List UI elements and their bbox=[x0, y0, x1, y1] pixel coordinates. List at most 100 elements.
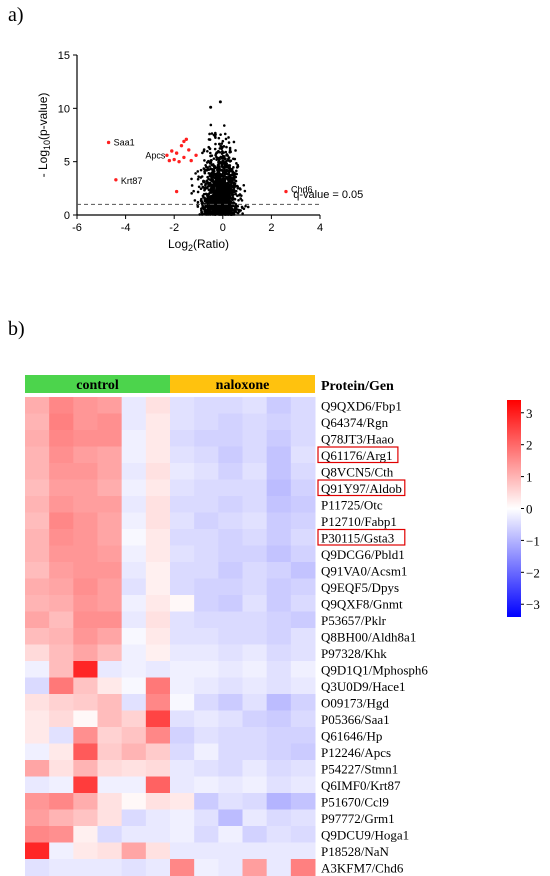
data-point bbox=[216, 164, 220, 168]
heatmap-cell bbox=[194, 562, 219, 579]
group-bar-control bbox=[25, 375, 170, 393]
heatmap-cell bbox=[218, 809, 243, 827]
colorbar-tick-label: 3 bbox=[526, 406, 533, 421]
heatmap-cell bbox=[121, 562, 147, 579]
heatmap-cell bbox=[97, 727, 123, 744]
data-point bbox=[190, 184, 194, 187]
heatmap-cell bbox=[290, 677, 316, 695]
data-point bbox=[215, 151, 219, 154]
data-point bbox=[225, 190, 229, 194]
data-point bbox=[228, 195, 231, 198]
heatmap-cell bbox=[73, 413, 98, 431]
heatmap-cell bbox=[194, 859, 219, 876]
heatmap-cell bbox=[49, 479, 74, 497]
significant-point bbox=[114, 178, 118, 182]
data-point bbox=[209, 151, 212, 155]
heatmap-cell bbox=[170, 578, 195, 596]
heatmap-cell bbox=[49, 727, 74, 744]
data-point bbox=[222, 145, 226, 148]
data-point bbox=[240, 199, 244, 202]
data-point bbox=[218, 166, 221, 170]
data-point bbox=[222, 159, 225, 163]
heatmap-cell bbox=[121, 760, 147, 777]
heatmap-cell bbox=[170, 842, 195, 860]
heatmap-cell bbox=[266, 628, 292, 645]
heatmap-cell bbox=[218, 463, 243, 480]
data-point bbox=[209, 172, 213, 176]
data-point bbox=[218, 197, 221, 201]
heatmap-cell bbox=[242, 842, 268, 860]
heatmap-cell bbox=[49, 677, 74, 695]
heatmap-cell bbox=[266, 694, 292, 711]
row-label: Q9EQF5/Dpys bbox=[321, 580, 399, 595]
heatmap-cell bbox=[49, 496, 74, 513]
data-point bbox=[220, 142, 224, 145]
data-point bbox=[204, 205, 207, 209]
heatmap-cell bbox=[73, 562, 98, 579]
heatmap-cell bbox=[25, 512, 50, 530]
heatmap-cell bbox=[97, 463, 123, 480]
data-point bbox=[203, 197, 207, 201]
heatmap-cell bbox=[145, 727, 171, 744]
heatmap-cell bbox=[170, 562, 195, 579]
data-point bbox=[234, 175, 238, 179]
data-point bbox=[239, 197, 242, 200]
x-tick-label: -6 bbox=[72, 222, 82, 234]
heatmap-cell bbox=[25, 826, 50, 843]
heatmap-cell bbox=[242, 694, 268, 711]
heatmap-cell bbox=[73, 578, 98, 596]
heatmap-cell bbox=[49, 809, 74, 827]
row-label: P11725/Otc bbox=[321, 497, 383, 512]
colorbar-tick-label: −1 bbox=[526, 533, 540, 548]
heatmap-cell bbox=[242, 463, 268, 480]
data-point bbox=[215, 201, 218, 204]
heatmap-cell bbox=[194, 694, 219, 711]
data-point bbox=[224, 137, 228, 141]
data-point bbox=[217, 136, 221, 140]
data-point bbox=[208, 165, 211, 168]
heatmap-cell bbox=[194, 529, 219, 546]
heatmap-cell bbox=[73, 463, 98, 480]
data-point bbox=[228, 211, 232, 214]
data-point bbox=[210, 132, 214, 135]
data-point bbox=[212, 186, 215, 190]
row-label: P12246/Apcs bbox=[321, 745, 391, 760]
heatmap-cell bbox=[290, 809, 316, 827]
heatmap-cell bbox=[218, 661, 243, 678]
heatmap-cell bbox=[73, 496, 98, 513]
heatmap-cell bbox=[218, 529, 243, 546]
heatmap-cell bbox=[266, 463, 292, 480]
data-point bbox=[210, 158, 213, 162]
data-point bbox=[201, 206, 204, 210]
data-point bbox=[227, 156, 231, 159]
data-point bbox=[224, 199, 228, 202]
row-label: A3KFM7/Chd6 bbox=[321, 860, 404, 875]
data-point bbox=[199, 168, 203, 172]
data-point bbox=[228, 146, 232, 150]
heatmap-cell bbox=[194, 512, 219, 530]
data-point bbox=[202, 179, 205, 183]
row-label: Q8VCN5/Cth bbox=[321, 464, 394, 479]
heatmap-cell bbox=[170, 446, 195, 464]
data-point bbox=[236, 211, 240, 215]
significant-point bbox=[165, 153, 169, 157]
heatmap-cell bbox=[25, 727, 50, 744]
row-label: O09173/Hgd bbox=[321, 695, 389, 710]
heatmap-cell bbox=[290, 793, 316, 810]
data-point bbox=[229, 179, 233, 182]
heatmap-cell bbox=[73, 446, 98, 464]
data-point bbox=[228, 189, 231, 193]
heatmap-chart: control naloxone Protein/Gen Q9QXD6/Fbp1 Q64… bbox=[25, 375, 540, 876]
heatmap-cell bbox=[266, 826, 292, 843]
data-point bbox=[226, 173, 230, 176]
heatmap-cell bbox=[145, 859, 171, 876]
heatmap-cell bbox=[290, 760, 316, 777]
heatmap-cell bbox=[242, 809, 268, 827]
data-point bbox=[207, 138, 211, 141]
panel-a-label: a) bbox=[8, 4, 24, 26]
heatmap-cell bbox=[218, 727, 243, 744]
heatmap-cell bbox=[97, 760, 123, 777]
heatmap-cell bbox=[290, 776, 316, 794]
data-point bbox=[220, 204, 223, 207]
data-point bbox=[220, 210, 223, 213]
